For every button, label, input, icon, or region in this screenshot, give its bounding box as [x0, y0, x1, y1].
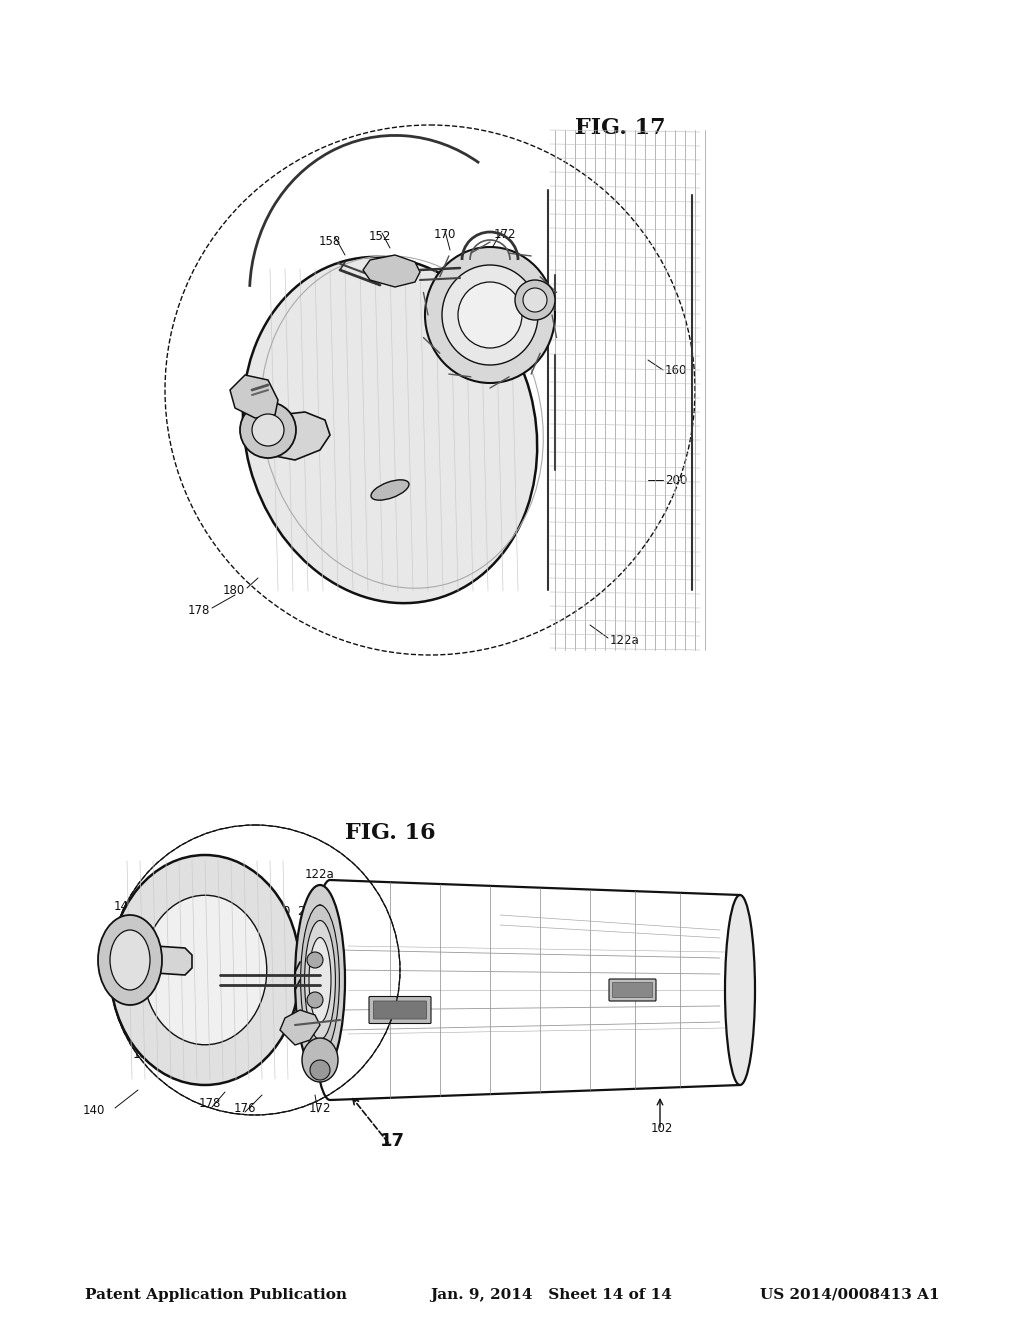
Text: 170: 170: [434, 228, 456, 242]
Text: 158: 158: [318, 235, 341, 248]
Text: 122a: 122a: [305, 869, 335, 880]
Text: 176: 176: [329, 568, 351, 579]
Ellipse shape: [725, 895, 755, 1085]
Polygon shape: [133, 945, 193, 975]
Text: 142: 142: [114, 900, 136, 913]
Circle shape: [165, 125, 695, 655]
Circle shape: [310, 1060, 330, 1080]
Text: 152: 152: [194, 900, 216, 913]
Ellipse shape: [143, 895, 266, 1044]
Text: Jan. 9, 2014   Sheet 14 of 14: Jan. 9, 2014 Sheet 14 of 14: [430, 1288, 672, 1302]
Text: 152: 152: [369, 230, 391, 243]
Text: 122a: 122a: [610, 634, 640, 647]
Ellipse shape: [302, 1038, 338, 1082]
Text: 160: 160: [665, 363, 687, 376]
Ellipse shape: [304, 920, 336, 1040]
Text: 17: 17: [380, 1133, 404, 1150]
Polygon shape: [265, 412, 330, 459]
Text: 200: 200: [665, 474, 687, 487]
Ellipse shape: [458, 282, 522, 348]
Text: 178: 178: [199, 1097, 221, 1110]
Ellipse shape: [371, 480, 409, 500]
Circle shape: [515, 280, 555, 319]
Circle shape: [252, 414, 284, 446]
Ellipse shape: [425, 247, 555, 383]
Text: 176: 176: [233, 1102, 256, 1115]
FancyBboxPatch shape: [612, 982, 652, 998]
Ellipse shape: [442, 265, 538, 366]
Ellipse shape: [301, 906, 339, 1055]
FancyBboxPatch shape: [369, 997, 431, 1023]
FancyBboxPatch shape: [374, 1001, 427, 1019]
Text: Patent Application Publication: Patent Application Publication: [85, 1288, 347, 1302]
Polygon shape: [230, 375, 278, 418]
Polygon shape: [280, 1010, 319, 1045]
Text: 172: 172: [494, 228, 516, 242]
Text: 178: 178: [187, 603, 210, 616]
Ellipse shape: [305, 906, 335, 1055]
Ellipse shape: [295, 884, 345, 1074]
Text: FIG. 16: FIG. 16: [345, 822, 435, 843]
Circle shape: [307, 993, 323, 1008]
Ellipse shape: [98, 915, 162, 1005]
Ellipse shape: [110, 931, 150, 990]
FancyBboxPatch shape: [609, 979, 656, 1001]
Ellipse shape: [110, 855, 300, 1085]
Polygon shape: [362, 255, 420, 286]
Text: US 2014/0008413 A1: US 2014/0008413 A1: [761, 1288, 940, 1302]
Text: 160: 160: [269, 906, 291, 917]
Circle shape: [523, 288, 547, 312]
Text: 172: 172: [309, 1102, 331, 1115]
Text: 180: 180: [133, 1048, 155, 1061]
Text: 102: 102: [651, 1122, 673, 1135]
Circle shape: [307, 952, 323, 968]
Ellipse shape: [309, 937, 331, 1023]
Circle shape: [240, 403, 296, 458]
Text: 140: 140: [83, 1104, 105, 1117]
Text: 200: 200: [297, 906, 319, 917]
Text: 180: 180: [223, 583, 245, 597]
Text: FIG. 17: FIG. 17: [574, 117, 666, 139]
Ellipse shape: [243, 257, 538, 603]
